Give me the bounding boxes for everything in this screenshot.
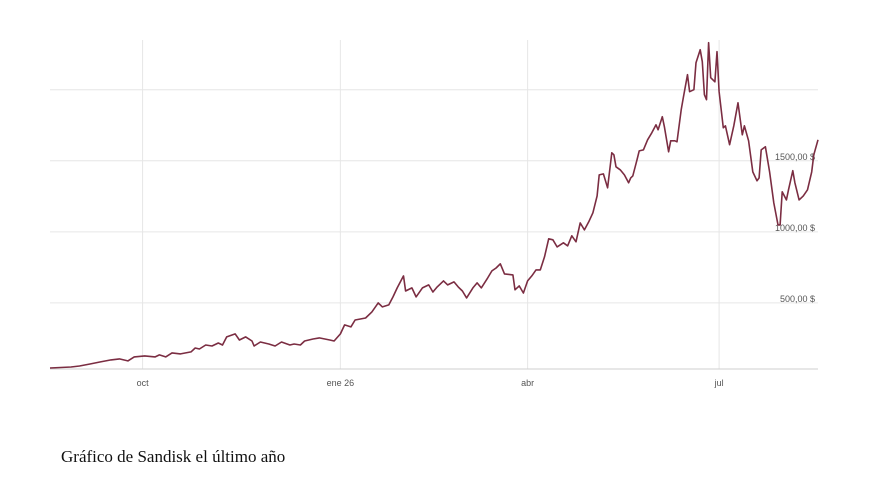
price-line <box>49 41 819 369</box>
x-tick-label: abr <box>521 378 534 388</box>
y-tick-label: 1500,00 $ <box>775 152 815 162</box>
x-tick-label: oct <box>137 378 150 388</box>
caption: Gráfico de Sandisk el último año <box>61 447 285 466</box>
y-tick-label: 500,00 $ <box>780 294 815 304</box>
y-tick-label: 1000,00 $ <box>775 223 815 233</box>
x-tick-label: ene 26 <box>327 378 355 388</box>
x-tick-label: jul <box>714 378 724 388</box>
